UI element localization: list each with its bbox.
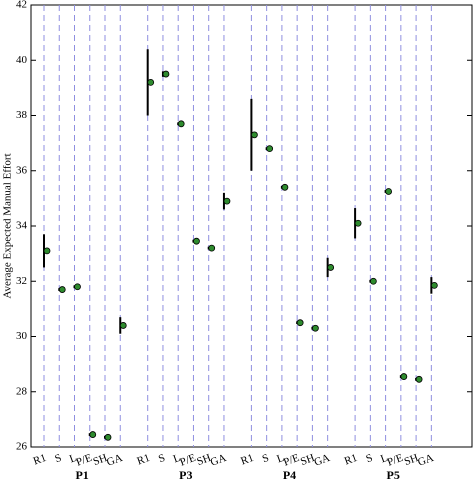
group-label: P3 xyxy=(179,468,192,482)
mean-marker xyxy=(400,373,408,380)
mean-marker xyxy=(369,277,377,285)
x-tick-label: S xyxy=(364,452,374,465)
mean-marker xyxy=(430,281,438,289)
x-tick-label: SH xyxy=(195,452,212,468)
mean-marker xyxy=(193,237,200,245)
mean-marker xyxy=(311,324,319,332)
x-tick-label: L xyxy=(275,452,286,466)
mean-marker xyxy=(415,375,423,383)
mean-marker xyxy=(266,145,274,153)
x-tick-label: SH xyxy=(403,452,420,468)
group-label: P5 xyxy=(387,468,400,482)
x-tick-label: R1 xyxy=(343,452,359,468)
mean-marker xyxy=(327,264,335,271)
y-tick-label: 28 xyxy=(16,385,28,397)
mean-marker xyxy=(147,78,155,86)
y-tick-label: 34 xyxy=(16,220,28,232)
x-tick-label: GA xyxy=(209,452,228,469)
mean-marker xyxy=(43,247,51,255)
mean-marker xyxy=(74,283,81,291)
x-tick-label: S xyxy=(261,452,271,465)
x-tick-label: SH xyxy=(92,452,109,468)
x-tick-label: P/E xyxy=(178,452,197,469)
mean-marker xyxy=(385,188,393,195)
mean-marker xyxy=(296,319,304,327)
x-tick-label: R1 xyxy=(135,452,151,468)
mean-marker xyxy=(208,244,216,252)
x-tick-label: S xyxy=(157,452,167,465)
mean-marker xyxy=(177,120,185,128)
y-tick-label: 26 xyxy=(16,441,28,453)
mean-marker xyxy=(281,183,289,191)
x-tick-label: GA xyxy=(105,452,124,469)
y-tick-label: 38 xyxy=(16,109,28,121)
x-tick-label: SH xyxy=(299,452,316,468)
x-tick-label: R1 xyxy=(239,452,255,468)
y-axis-label: Average Expected Manual Effort xyxy=(2,153,14,298)
x-tick-label: S xyxy=(53,452,63,465)
y-tick-label: 30 xyxy=(16,330,28,342)
group-label: P4 xyxy=(283,468,296,482)
x-tick-label: R1 xyxy=(32,452,48,468)
x-tick-label: GA xyxy=(416,452,435,469)
x-tick-label: P/E xyxy=(282,452,301,469)
mean-marker xyxy=(89,431,97,438)
x-tick-label: L xyxy=(68,452,79,466)
mean-marker xyxy=(119,322,127,329)
group-label: P1 xyxy=(75,468,88,482)
mean-marker xyxy=(354,219,362,227)
y-tick-label: 42 xyxy=(16,0,27,11)
y-tick-label: 32 xyxy=(16,275,27,287)
x-tick-label: P/E xyxy=(75,452,94,469)
mean-marker xyxy=(250,131,258,139)
y-tick-label: 40 xyxy=(16,54,28,66)
mean-marker xyxy=(58,286,66,293)
x-tick-label: L xyxy=(172,452,183,466)
mean-marker xyxy=(223,197,231,205)
mean-marker xyxy=(104,433,112,441)
x-tick-label: GA xyxy=(313,452,332,469)
y-tick-label: 36 xyxy=(16,164,28,176)
mean-marker xyxy=(162,70,170,78)
x-tick-label: P/E xyxy=(386,452,405,469)
x-tick-label: L xyxy=(379,452,390,466)
